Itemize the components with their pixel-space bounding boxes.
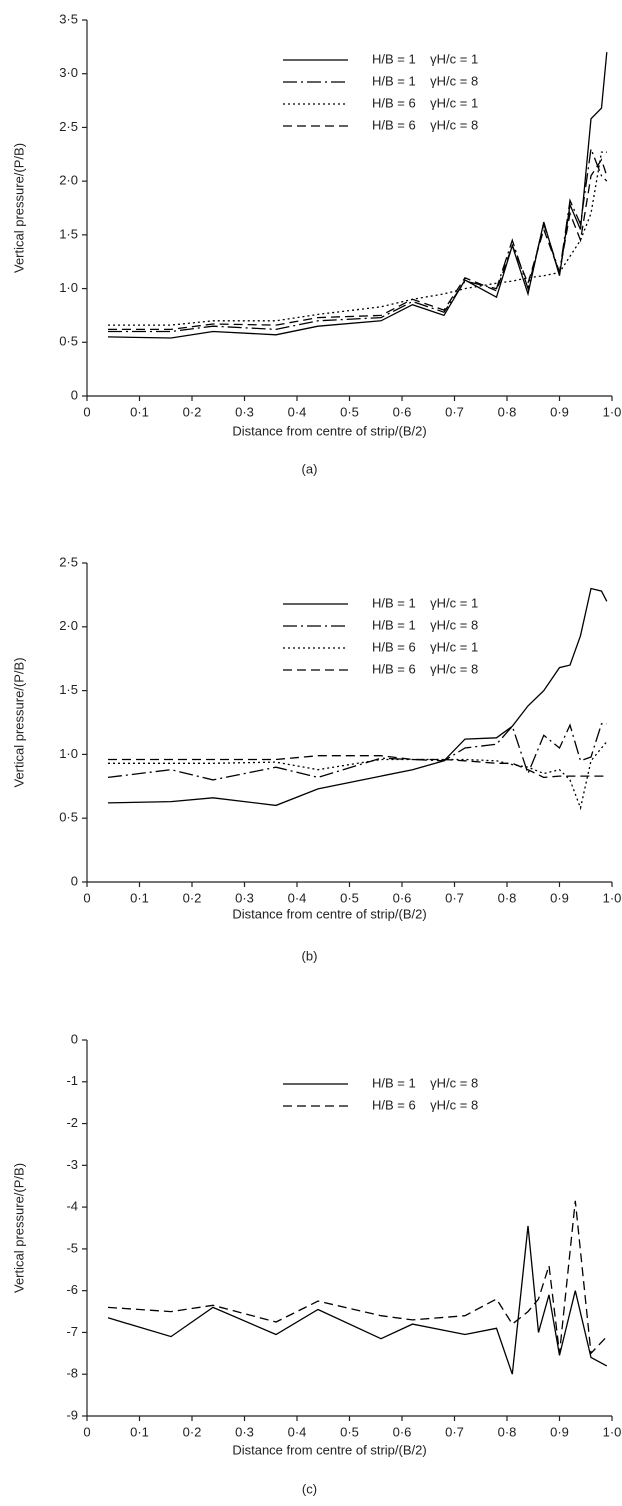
- x-tick-label: 0·1: [130, 404, 149, 419]
- x-tick-label: 0·3: [235, 404, 254, 419]
- legend-label: H/B = 6 γH/c = 8: [372, 1097, 478, 1112]
- y-tick-label: 2·5: [59, 119, 78, 134]
- x-tick-label: 1·0: [603, 404, 622, 419]
- x-tick-label: 0·7: [445, 1424, 464, 1439]
- y-tick-label: -6: [66, 1282, 78, 1297]
- series-line: [107, 723, 607, 781]
- x-tick-label: 0·8: [498, 404, 517, 419]
- y-tick-label: -8: [66, 1366, 78, 1381]
- x-tick-label: 0: [83, 1424, 90, 1439]
- x-tick-label: 1·0: [603, 1424, 622, 1439]
- series-line: [107, 52, 608, 339]
- y-tick-label: -7: [66, 1324, 78, 1339]
- y-tick-label: -9: [66, 1407, 78, 1422]
- series-line: [107, 1200, 608, 1355]
- x-tick-label: 0·9: [550, 404, 569, 419]
- y-tick-label: 0·5: [59, 810, 78, 825]
- y-tick-label: -4: [66, 1199, 78, 1214]
- series-line: [108, 158, 608, 331]
- x-tick-label: 1·0: [603, 890, 622, 905]
- y-tick-label: 2·0: [59, 618, 78, 633]
- x-tick-label: 0·1: [130, 890, 149, 905]
- y-tick-label: 0·5: [59, 334, 78, 349]
- x-tick-label: 0·9: [550, 890, 569, 905]
- x-axis-title: Distance from centre of strip/(B/2): [232, 423, 426, 438]
- x-tick-label: 0·4: [288, 1424, 307, 1439]
- y-tick-label: 2·5: [59, 554, 78, 569]
- x-tick-label: 0·2: [183, 890, 202, 905]
- legend-label: H/B = 6 γH/c = 8: [372, 117, 478, 132]
- y-tick-label: 0: [71, 873, 78, 888]
- x-tick-label: 0·5: [340, 890, 359, 905]
- y-tick-label: 1·0: [59, 746, 78, 761]
- y-tick-label: 2·0: [59, 173, 78, 188]
- caption: (a): [302, 461, 318, 476]
- legend-label: H/B = 6 γH/c = 8: [372, 661, 478, 676]
- y-tick-label: 0: [71, 1031, 78, 1046]
- y-tick-label: -1: [66, 1073, 78, 1088]
- series-line: [108, 146, 608, 333]
- x-axis-title: Distance from centre of strip/(B/2): [232, 906, 426, 921]
- y-tick-label: -3: [66, 1157, 78, 1172]
- caption: (c): [302, 1481, 317, 1496]
- legend-label: H/B = 1 γH/c = 8: [372, 617, 478, 632]
- y-tick-label: -2: [66, 1115, 78, 1130]
- y-tick-label: 1·0: [59, 280, 78, 295]
- x-tick-label: 0·6: [393, 890, 412, 905]
- y-tick-label: 0: [71, 387, 78, 402]
- x-tick-label: 0·6: [393, 404, 412, 419]
- legend-label: H/B = 1 γH/c = 8: [372, 1075, 478, 1090]
- x-tick-label: 0·2: [183, 1424, 202, 1439]
- x-tick-label: 0·2: [183, 404, 202, 419]
- x-axis-title: Distance from centre of strip/(B/2): [232, 1442, 426, 1457]
- x-tick-label: 0·3: [235, 1424, 254, 1439]
- x-tick-label: 0·9: [550, 1424, 569, 1439]
- legend-label: H/B = 1 γH/c = 1: [372, 595, 478, 610]
- y-tick-label: 3·0: [59, 65, 78, 80]
- y-axis-title: Vertical pressure/(P/B): [11, 657, 26, 787]
- x-tick-label: 0: [83, 890, 90, 905]
- x-tick-label: 0·8: [498, 1424, 517, 1439]
- y-tick-label: 1·5: [59, 682, 78, 697]
- x-tick-label: 0·3: [235, 890, 254, 905]
- series-line: [107, 587, 608, 807]
- legend-label: H/B = 6 γH/c = 1: [372, 95, 478, 110]
- y-tick-label: -5: [66, 1240, 78, 1255]
- x-tick-label: 0·4: [288, 404, 307, 419]
- y-axis-title: Vertical pressure/(P/B): [11, 1163, 26, 1293]
- y-tick-label: 1·5: [59, 226, 78, 241]
- legend-label: H/B = 6 γH/c = 1: [372, 639, 478, 654]
- y-axis-title: Vertical pressure/(P/B): [11, 143, 26, 273]
- series-line: [107, 1225, 608, 1375]
- x-tick-label: 0·7: [445, 404, 464, 419]
- series-line: [108, 741, 608, 811]
- series-line: [108, 151, 607, 326]
- legend-label: H/B = 1 γH/c = 8: [372, 73, 478, 88]
- x-tick-label: 0·8: [498, 890, 517, 905]
- series-line: [108, 755, 607, 779]
- y-tick-label: 3·5: [59, 11, 78, 26]
- legend-label: H/B = 1 γH/c = 1: [372, 51, 478, 66]
- x-tick-label: 0·5: [340, 1424, 359, 1439]
- x-tick-label: 0·5: [340, 404, 359, 419]
- x-tick-label: 0: [83, 404, 90, 419]
- x-tick-label: 0·6: [393, 1424, 412, 1439]
- x-tick-label: 0·4: [288, 890, 307, 905]
- caption: (b): [302, 948, 318, 963]
- x-tick-label: 0·1: [130, 1424, 149, 1439]
- x-tick-label: 0·7: [445, 890, 464, 905]
